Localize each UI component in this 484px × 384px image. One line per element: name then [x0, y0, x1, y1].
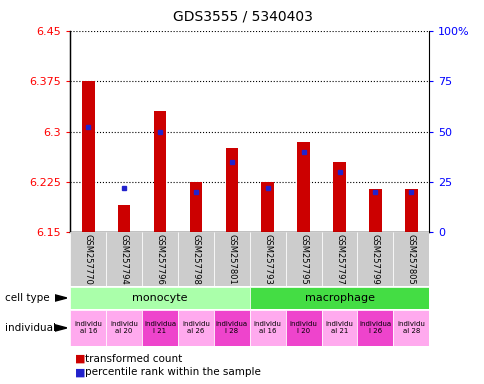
Text: percentile rank within the sample: percentile rank within the sample: [85, 367, 260, 377]
FancyBboxPatch shape: [142, 310, 178, 346]
Text: individu
al 21: individu al 21: [325, 321, 353, 334]
Text: GSM257801: GSM257801: [227, 234, 236, 285]
Bar: [225, 148, 238, 232]
Text: individu
al 16: individu al 16: [74, 321, 102, 334]
Text: ■: ■: [75, 367, 86, 377]
FancyBboxPatch shape: [249, 287, 428, 309]
Text: individu
al 20: individu al 20: [110, 321, 138, 334]
Bar: [82, 81, 94, 232]
Bar: [261, 182, 273, 232]
FancyBboxPatch shape: [178, 232, 213, 286]
Text: individual: individual: [5, 323, 56, 333]
FancyBboxPatch shape: [106, 232, 142, 286]
Text: GSM257798: GSM257798: [191, 234, 200, 285]
Text: individua
l 21: individua l 21: [144, 321, 176, 334]
FancyBboxPatch shape: [213, 310, 249, 346]
Text: individu
l 20: individu l 20: [289, 321, 317, 334]
Text: ■: ■: [75, 354, 86, 364]
FancyBboxPatch shape: [213, 232, 249, 286]
Polygon shape: [55, 295, 67, 301]
Text: GDS3555 / 5340403: GDS3555 / 5340403: [172, 10, 312, 23]
Text: GSM257796: GSM257796: [155, 234, 164, 285]
Text: GSM257799: GSM257799: [370, 234, 379, 285]
FancyBboxPatch shape: [285, 310, 321, 346]
FancyBboxPatch shape: [285, 232, 321, 286]
Bar: [297, 142, 309, 232]
Text: individua
l 28: individua l 28: [215, 321, 247, 334]
FancyBboxPatch shape: [357, 310, 393, 346]
Text: macrophage: macrophage: [304, 293, 374, 303]
Bar: [189, 182, 202, 232]
Text: individu
al 26: individu al 26: [182, 321, 210, 334]
Text: GSM257770: GSM257770: [84, 234, 92, 285]
Text: GSM257795: GSM257795: [299, 234, 307, 285]
Text: cell type: cell type: [5, 293, 49, 303]
Text: transformed count: transformed count: [85, 354, 182, 364]
Bar: [118, 205, 130, 232]
Text: individu
al 28: individu al 28: [396, 321, 424, 334]
Bar: [368, 189, 381, 232]
FancyBboxPatch shape: [393, 232, 428, 286]
FancyBboxPatch shape: [70, 232, 106, 286]
FancyBboxPatch shape: [321, 310, 357, 346]
FancyBboxPatch shape: [393, 310, 428, 346]
FancyBboxPatch shape: [142, 232, 178, 286]
FancyBboxPatch shape: [249, 232, 285, 286]
Polygon shape: [55, 325, 67, 331]
Bar: [404, 189, 417, 232]
FancyBboxPatch shape: [178, 310, 213, 346]
FancyBboxPatch shape: [249, 310, 285, 346]
Text: GSM257794: GSM257794: [120, 234, 128, 285]
Text: GSM257797: GSM257797: [334, 234, 343, 285]
Bar: [153, 111, 166, 232]
Bar: [333, 162, 345, 232]
Text: monocyte: monocyte: [132, 293, 187, 303]
FancyBboxPatch shape: [106, 310, 142, 346]
Text: GSM257805: GSM257805: [406, 234, 415, 285]
Text: individua
l 26: individua l 26: [359, 321, 391, 334]
FancyBboxPatch shape: [70, 310, 106, 346]
Text: individu
al 16: individu al 16: [253, 321, 281, 334]
FancyBboxPatch shape: [321, 232, 357, 286]
Text: GSM257793: GSM257793: [263, 234, 272, 285]
FancyBboxPatch shape: [357, 232, 393, 286]
FancyBboxPatch shape: [70, 287, 249, 309]
